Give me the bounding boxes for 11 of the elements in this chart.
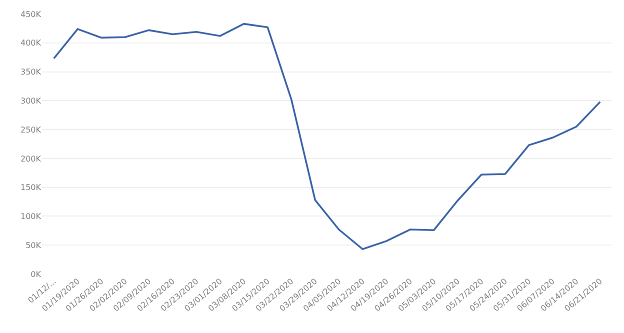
y-tick-label: 100K	[20, 212, 42, 222]
y-tick-label: 400K	[20, 38, 42, 48]
y-tick-label: 50K	[26, 240, 42, 250]
y-tick-label: 150K	[20, 183, 42, 192]
y-tick-label: 300K	[20, 96, 42, 106]
line-series	[52, 22, 602, 250]
y-tick-label: 350K	[20, 68, 42, 77]
y-tick-label: 200K	[20, 154, 42, 164]
y-tick-label: 450K	[20, 10, 42, 19]
y-tick-label: 0K	[30, 270, 42, 279]
y-tick-label: 250K	[20, 125, 42, 134]
